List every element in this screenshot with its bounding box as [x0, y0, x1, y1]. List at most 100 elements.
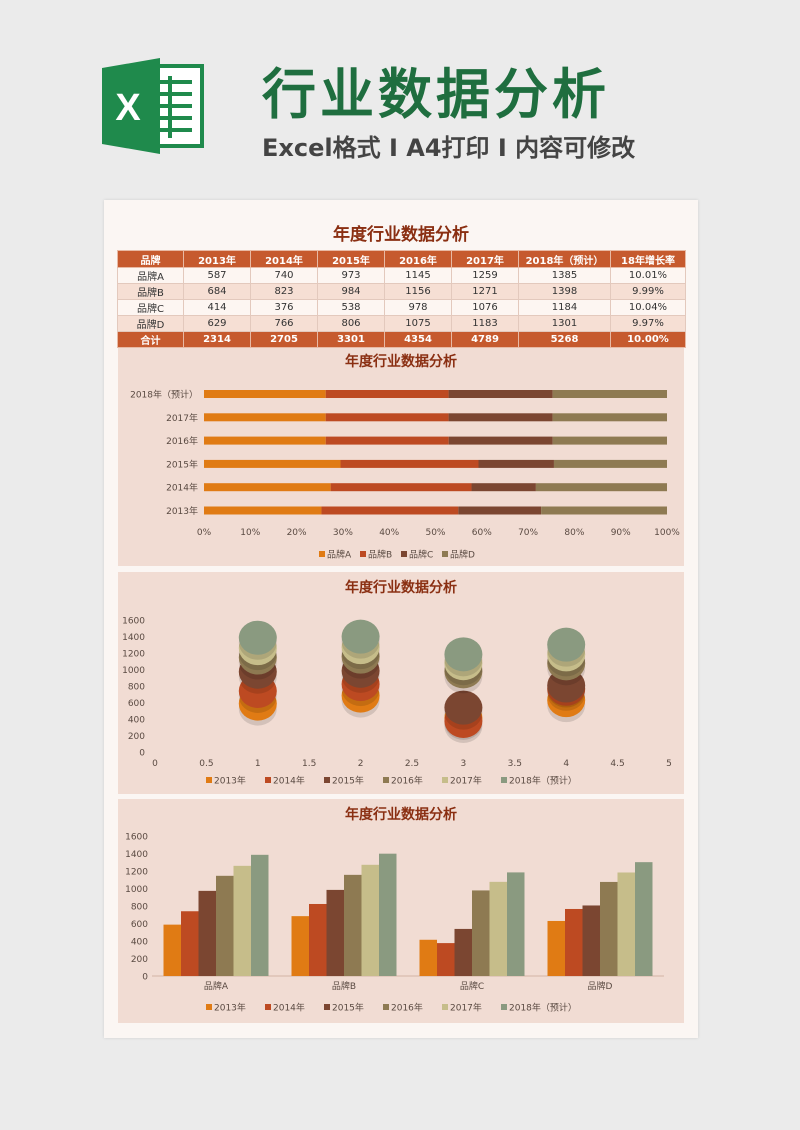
table-cell[interactable]: 9.99% — [610, 283, 686, 300]
column-chart: 年度行业数据分析 0 200 400 600 800 1000 1200 1400 1600 品牌A… — [125, 806, 664, 1014]
bar-segment — [448, 436, 553, 445]
legend-swatch — [265, 1004, 271, 1010]
column-bar — [379, 853, 397, 976]
table-cell[interactable]: 合计 — [117, 331, 184, 348]
table-cell[interactable]: 10.04% — [610, 299, 686, 316]
column-bar — [326, 889, 344, 976]
y-tick-label: 0 — [139, 749, 145, 759]
y-tick-label: 2015年 — [166, 458, 198, 470]
column-bar — [251, 854, 269, 976]
legend-swatch — [401, 551, 407, 557]
bubble-point — [444, 637, 483, 672]
column-header: 2016年 — [384, 250, 452, 268]
table-cell[interactable]: 1076 — [451, 299, 519, 316]
bar-segment — [535, 483, 667, 492]
column-bar — [565, 908, 583, 976]
y-tick-label: 800 — [128, 683, 145, 693]
table-cell[interactable]: 376 — [250, 299, 318, 316]
y-tick-label: 2017年 — [166, 412, 198, 424]
table-cell[interactable]: 10.01% — [610, 267, 686, 284]
x-tick-label: 品牌A — [204, 980, 229, 992]
bubble-point — [547, 627, 586, 662]
table-cell[interactable]: 766 — [250, 315, 318, 332]
x-tick-label: 品牌D — [588, 980, 613, 992]
table-cell[interactable]: 10.00% — [610, 331, 686, 348]
y-tick-label: 1200 — [122, 650, 145, 660]
table-cell[interactable]: 414 — [183, 299, 251, 316]
chart-title: 年度行业数据分析 — [345, 579, 457, 596]
y-tick-label: 200 — [128, 732, 145, 742]
table-cell[interactable]: 2705 — [250, 331, 318, 348]
table-cell[interactable]: 984 — [317, 283, 385, 300]
table-cell[interactable]: 品牌B — [117, 283, 184, 300]
y-tick-label: 0 — [142, 973, 148, 983]
y-tick-label: 2014年 — [166, 482, 198, 494]
bar-segment — [204, 413, 326, 422]
table-cell[interactable]: 品牌D — [117, 315, 184, 332]
legend-swatch — [319, 551, 325, 557]
x-tick-label: 30% — [333, 528, 353, 538]
table-cell[interactable]: 973 — [317, 267, 385, 284]
bar-segment — [204, 483, 331, 492]
x-tick-label: 品牌C — [460, 980, 484, 992]
x-tick-label: 100% — [654, 528, 680, 538]
table-cell[interactable]: 5268 — [518, 331, 611, 348]
table-cell[interactable]: 684 — [183, 283, 251, 300]
table-cell[interactable]: 1271 — [451, 283, 519, 300]
x-tick-label: 90% — [611, 528, 631, 538]
y-tick-label: 2013年 — [166, 505, 198, 517]
table-cell[interactable]: 587 — [183, 267, 251, 284]
chart-panel-bubble[interactable]: 年度行业数据分析 0 200 400 600 800 1000 1200 1400 1600 0 0.… — [118, 572, 684, 794]
table-cell[interactable]: 1145 — [384, 267, 452, 284]
column-header: 2014年 — [250, 250, 318, 268]
stacked-bar-chart: 年度行业数据分析 2018年（预计） 2017年 2016年 2015年 2014年 201… — [130, 353, 680, 561]
legend-swatch — [206, 777, 212, 783]
table-cell[interactable]: 品牌A — [117, 267, 184, 284]
table-cell[interactable]: 978 — [384, 299, 452, 316]
column-bar — [489, 881, 507, 976]
table-cell[interactable]: 1183 — [451, 315, 519, 332]
table-cell[interactable]: 1156 — [384, 283, 452, 300]
table-cell[interactable]: 1075 — [384, 315, 452, 332]
bar-segment — [325, 390, 449, 398]
table-cell[interactable]: 2314 — [183, 331, 251, 348]
legend-swatch — [442, 551, 448, 557]
table-cell[interactable]: 1259 — [451, 267, 519, 284]
chart-panel-column[interactable]: 年度行业数据分析 0 200 400 600 800 1000 1200 1400 1600 品牌A… — [118, 799, 684, 1023]
table-cell[interactable]: 9.97% — [610, 315, 686, 332]
column-header: 2018年（预计） — [518, 250, 611, 268]
bar-segment — [204, 506, 322, 515]
x-tick-label: 0 — [152, 759, 158, 769]
table-cell[interactable]: 823 — [250, 283, 318, 300]
table-cell[interactable]: 1385 — [518, 267, 611, 284]
y-tick-label: 1600 — [125, 833, 148, 843]
logo-letter: X — [115, 87, 141, 129]
legend-swatch — [383, 1004, 389, 1010]
x-tick-label: 80% — [564, 528, 584, 538]
table-cell[interactable]: 品牌C — [117, 299, 184, 316]
table-cell[interactable]: 1184 — [518, 299, 611, 316]
y-tick-label: 200 — [131, 955, 148, 965]
table-cell[interactable]: 1398 — [518, 283, 611, 300]
table-cell[interactable]: 806 — [317, 315, 385, 332]
chart-panel-stacked[interactable]: 年度行业数据分析 2018年（预计） 2017年 2016年 2015年 2014年 201… — [118, 348, 684, 566]
column-bar — [635, 862, 653, 976]
bar-segment — [471, 483, 536, 492]
table-cell[interactable]: 629 — [183, 315, 251, 332]
legend-label: 2013年 — [214, 775, 246, 787]
bar-segment — [325, 413, 449, 422]
table-total-row: 合计 2314 2705 3301 4354 4789 5268 10.00% — [117, 331, 686, 348]
table-cell[interactable]: 538 — [317, 299, 385, 316]
legend-swatch — [501, 777, 507, 783]
bar-segment — [541, 506, 667, 515]
y-tick-label: 1000 — [122, 666, 145, 676]
column-bar — [507, 872, 525, 976]
column-bar — [291, 916, 309, 976]
table-cell[interactable]: 740 — [250, 267, 318, 284]
table-cell[interactable]: 4789 — [451, 331, 519, 348]
table-cell[interactable]: 1301 — [518, 315, 611, 332]
column-header: 品牌 — [117, 250, 184, 268]
legend-swatch — [206, 1004, 212, 1010]
table-cell[interactable]: 3301 — [317, 331, 385, 348]
table-cell[interactable]: 4354 — [384, 331, 452, 348]
